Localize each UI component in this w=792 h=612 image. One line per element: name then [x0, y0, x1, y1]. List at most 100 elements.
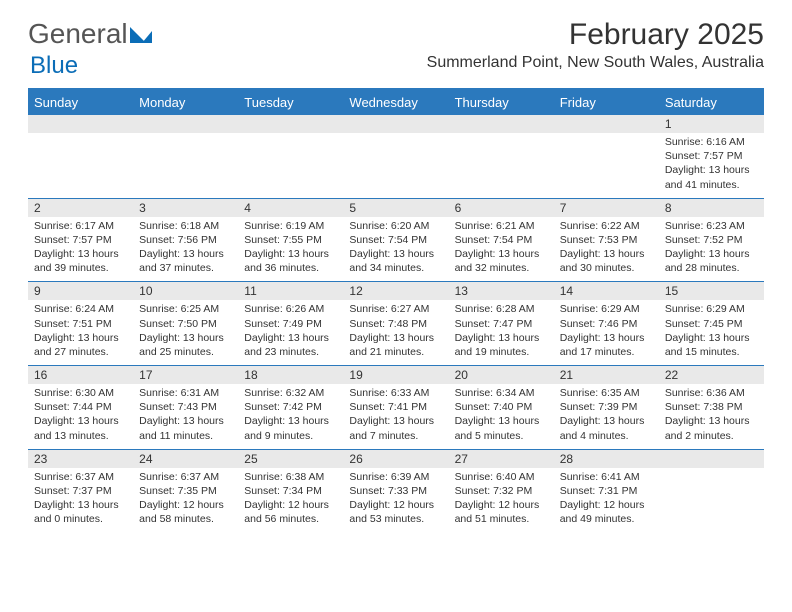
day-line: and 4 minutes.	[560, 429, 653, 443]
title-block: February 2025 Summerland Point, New Sout…	[427, 18, 764, 72]
day-header: Monday	[133, 90, 238, 115]
day-line: and 39 minutes.	[34, 261, 127, 275]
day-number: 8	[659, 199, 764, 217]
calendar-cell: 20Sunrise: 6:34 AMSunset: 7:40 PMDayligh…	[449, 366, 554, 450]
day-body: Sunrise: 6:29 AMSunset: 7:45 PMDaylight:…	[659, 300, 764, 365]
day-header: Friday	[554, 90, 659, 115]
calendar-cell: 4Sunrise: 6:19 AMSunset: 7:55 PMDaylight…	[238, 198, 343, 282]
calendar-cell: 7Sunrise: 6:22 AMSunset: 7:53 PMDaylight…	[554, 198, 659, 282]
day-number	[238, 115, 343, 133]
day-line: Sunset: 7:34 PM	[244, 484, 337, 498]
day-number: 22	[659, 366, 764, 384]
day-number: 23	[28, 450, 133, 468]
day-body: Sunrise: 6:33 AMSunset: 7:41 PMDaylight:…	[343, 384, 448, 449]
calendar-cell: 15Sunrise: 6:29 AMSunset: 7:45 PMDayligh…	[659, 282, 764, 366]
day-line: and 19 minutes.	[455, 345, 548, 359]
day-line: Daylight: 13 hours	[34, 331, 127, 345]
day-line: Sunset: 7:38 PM	[665, 400, 758, 414]
day-number	[554, 115, 659, 133]
day-body: Sunrise: 6:32 AMSunset: 7:42 PMDaylight:…	[238, 384, 343, 449]
day-line: Sunrise: 6:32 AM	[244, 386, 337, 400]
day-line: Daylight: 13 hours	[139, 247, 232, 261]
calendar-week-row: 1Sunrise: 6:16 AMSunset: 7:57 PMDaylight…	[28, 115, 764, 198]
day-line: Sunset: 7:47 PM	[455, 317, 548, 331]
day-line: Daylight: 13 hours	[244, 247, 337, 261]
day-number: 5	[343, 199, 448, 217]
day-line: Sunrise: 6:16 AM	[665, 135, 758, 149]
day-line: Daylight: 13 hours	[139, 331, 232, 345]
day-line: and 15 minutes.	[665, 345, 758, 359]
day-line: Sunset: 7:45 PM	[665, 317, 758, 331]
day-line: Daylight: 13 hours	[665, 247, 758, 261]
day-number: 21	[554, 366, 659, 384]
day-line: Sunset: 7:32 PM	[455, 484, 548, 498]
day-body: Sunrise: 6:18 AMSunset: 7:56 PMDaylight:…	[133, 217, 238, 282]
day-line: Sunset: 7:41 PM	[349, 400, 442, 414]
day-number	[343, 115, 448, 133]
calendar-body: 1Sunrise: 6:16 AMSunset: 7:57 PMDaylight…	[28, 115, 764, 532]
day-line: Sunrise: 6:20 AM	[349, 219, 442, 233]
calendar-week-row: 23Sunrise: 6:37 AMSunset: 7:37 PMDayligh…	[28, 449, 764, 532]
day-number: 25	[238, 450, 343, 468]
calendar-cell: 24Sunrise: 6:37 AMSunset: 7:35 PMDayligh…	[133, 449, 238, 532]
day-line: Sunset: 7:51 PM	[34, 317, 127, 331]
day-number: 12	[343, 282, 448, 300]
day-line: Sunset: 7:48 PM	[349, 317, 442, 331]
day-line: Sunset: 7:56 PM	[139, 233, 232, 247]
day-line: and 28 minutes.	[665, 261, 758, 275]
calendar-cell	[659, 449, 764, 532]
day-line: and 41 minutes.	[665, 178, 758, 192]
month-title: February 2025	[427, 18, 764, 52]
day-line: and 9 minutes.	[244, 429, 337, 443]
day-body: Sunrise: 6:21 AMSunset: 7:54 PMDaylight:…	[449, 217, 554, 282]
day-line: and 27 minutes.	[34, 345, 127, 359]
day-line: and 49 minutes.	[560, 512, 653, 526]
day-line: Sunset: 7:39 PM	[560, 400, 653, 414]
day-line: Sunset: 7:53 PM	[560, 233, 653, 247]
day-body: Sunrise: 6:37 AMSunset: 7:37 PMDaylight:…	[28, 468, 133, 533]
logo-word-2: Blue	[30, 52, 78, 79]
calendar-cell: 6Sunrise: 6:21 AMSunset: 7:54 PMDaylight…	[449, 198, 554, 282]
day-line: Sunset: 7:33 PM	[349, 484, 442, 498]
calendar-cell: 12Sunrise: 6:27 AMSunset: 7:48 PMDayligh…	[343, 282, 448, 366]
day-line: Sunrise: 6:37 AM	[139, 470, 232, 484]
day-line: Daylight: 13 hours	[349, 414, 442, 428]
day-number: 14	[554, 282, 659, 300]
day-line: Daylight: 13 hours	[244, 331, 337, 345]
logo: General	[28, 18, 152, 50]
calendar-cell	[343, 115, 448, 198]
day-line: Daylight: 12 hours	[139, 498, 232, 512]
calendar-cell: 10Sunrise: 6:25 AMSunset: 7:50 PMDayligh…	[133, 282, 238, 366]
day-line: Sunset: 7:44 PM	[34, 400, 127, 414]
calendar-cell: 8Sunrise: 6:23 AMSunset: 7:52 PMDaylight…	[659, 198, 764, 282]
day-body: Sunrise: 6:25 AMSunset: 7:50 PMDaylight:…	[133, 300, 238, 365]
calendar-cell	[238, 115, 343, 198]
day-line: Sunset: 7:35 PM	[139, 484, 232, 498]
day-body: Sunrise: 6:37 AMSunset: 7:35 PMDaylight:…	[133, 468, 238, 533]
day-line: and 13 minutes.	[34, 429, 127, 443]
day-body: Sunrise: 6:29 AMSunset: 7:46 PMDaylight:…	[554, 300, 659, 365]
day-body: Sunrise: 6:31 AMSunset: 7:43 PMDaylight:…	[133, 384, 238, 449]
day-line: Sunset: 7:37 PM	[34, 484, 127, 498]
day-line: Daylight: 13 hours	[349, 247, 442, 261]
day-line: and 30 minutes.	[560, 261, 653, 275]
day-body: Sunrise: 6:24 AMSunset: 7:51 PMDaylight:…	[28, 300, 133, 365]
day-number	[659, 450, 764, 468]
day-line: Sunrise: 6:28 AM	[455, 302, 548, 316]
day-body: Sunrise: 6:39 AMSunset: 7:33 PMDaylight:…	[343, 468, 448, 533]
day-line: Sunrise: 6:30 AM	[34, 386, 127, 400]
calendar-head: SundayMondayTuesdayWednesdayThursdayFrid…	[28, 90, 764, 115]
day-line: Daylight: 13 hours	[455, 414, 548, 428]
day-line: Sunrise: 6:24 AM	[34, 302, 127, 316]
day-line: Sunrise: 6:31 AM	[139, 386, 232, 400]
day-line: Daylight: 13 hours	[34, 247, 127, 261]
day-line: and 32 minutes.	[455, 261, 548, 275]
day-body: Sunrise: 6:28 AMSunset: 7:47 PMDaylight:…	[449, 300, 554, 365]
day-line: Sunrise: 6:40 AM	[455, 470, 548, 484]
calendar-cell: 23Sunrise: 6:37 AMSunset: 7:37 PMDayligh…	[28, 449, 133, 532]
day-number: 10	[133, 282, 238, 300]
day-line: Daylight: 13 hours	[665, 331, 758, 345]
day-line: and 2 minutes.	[665, 429, 758, 443]
day-line: Daylight: 13 hours	[244, 414, 337, 428]
calendar-cell: 21Sunrise: 6:35 AMSunset: 7:39 PMDayligh…	[554, 366, 659, 450]
